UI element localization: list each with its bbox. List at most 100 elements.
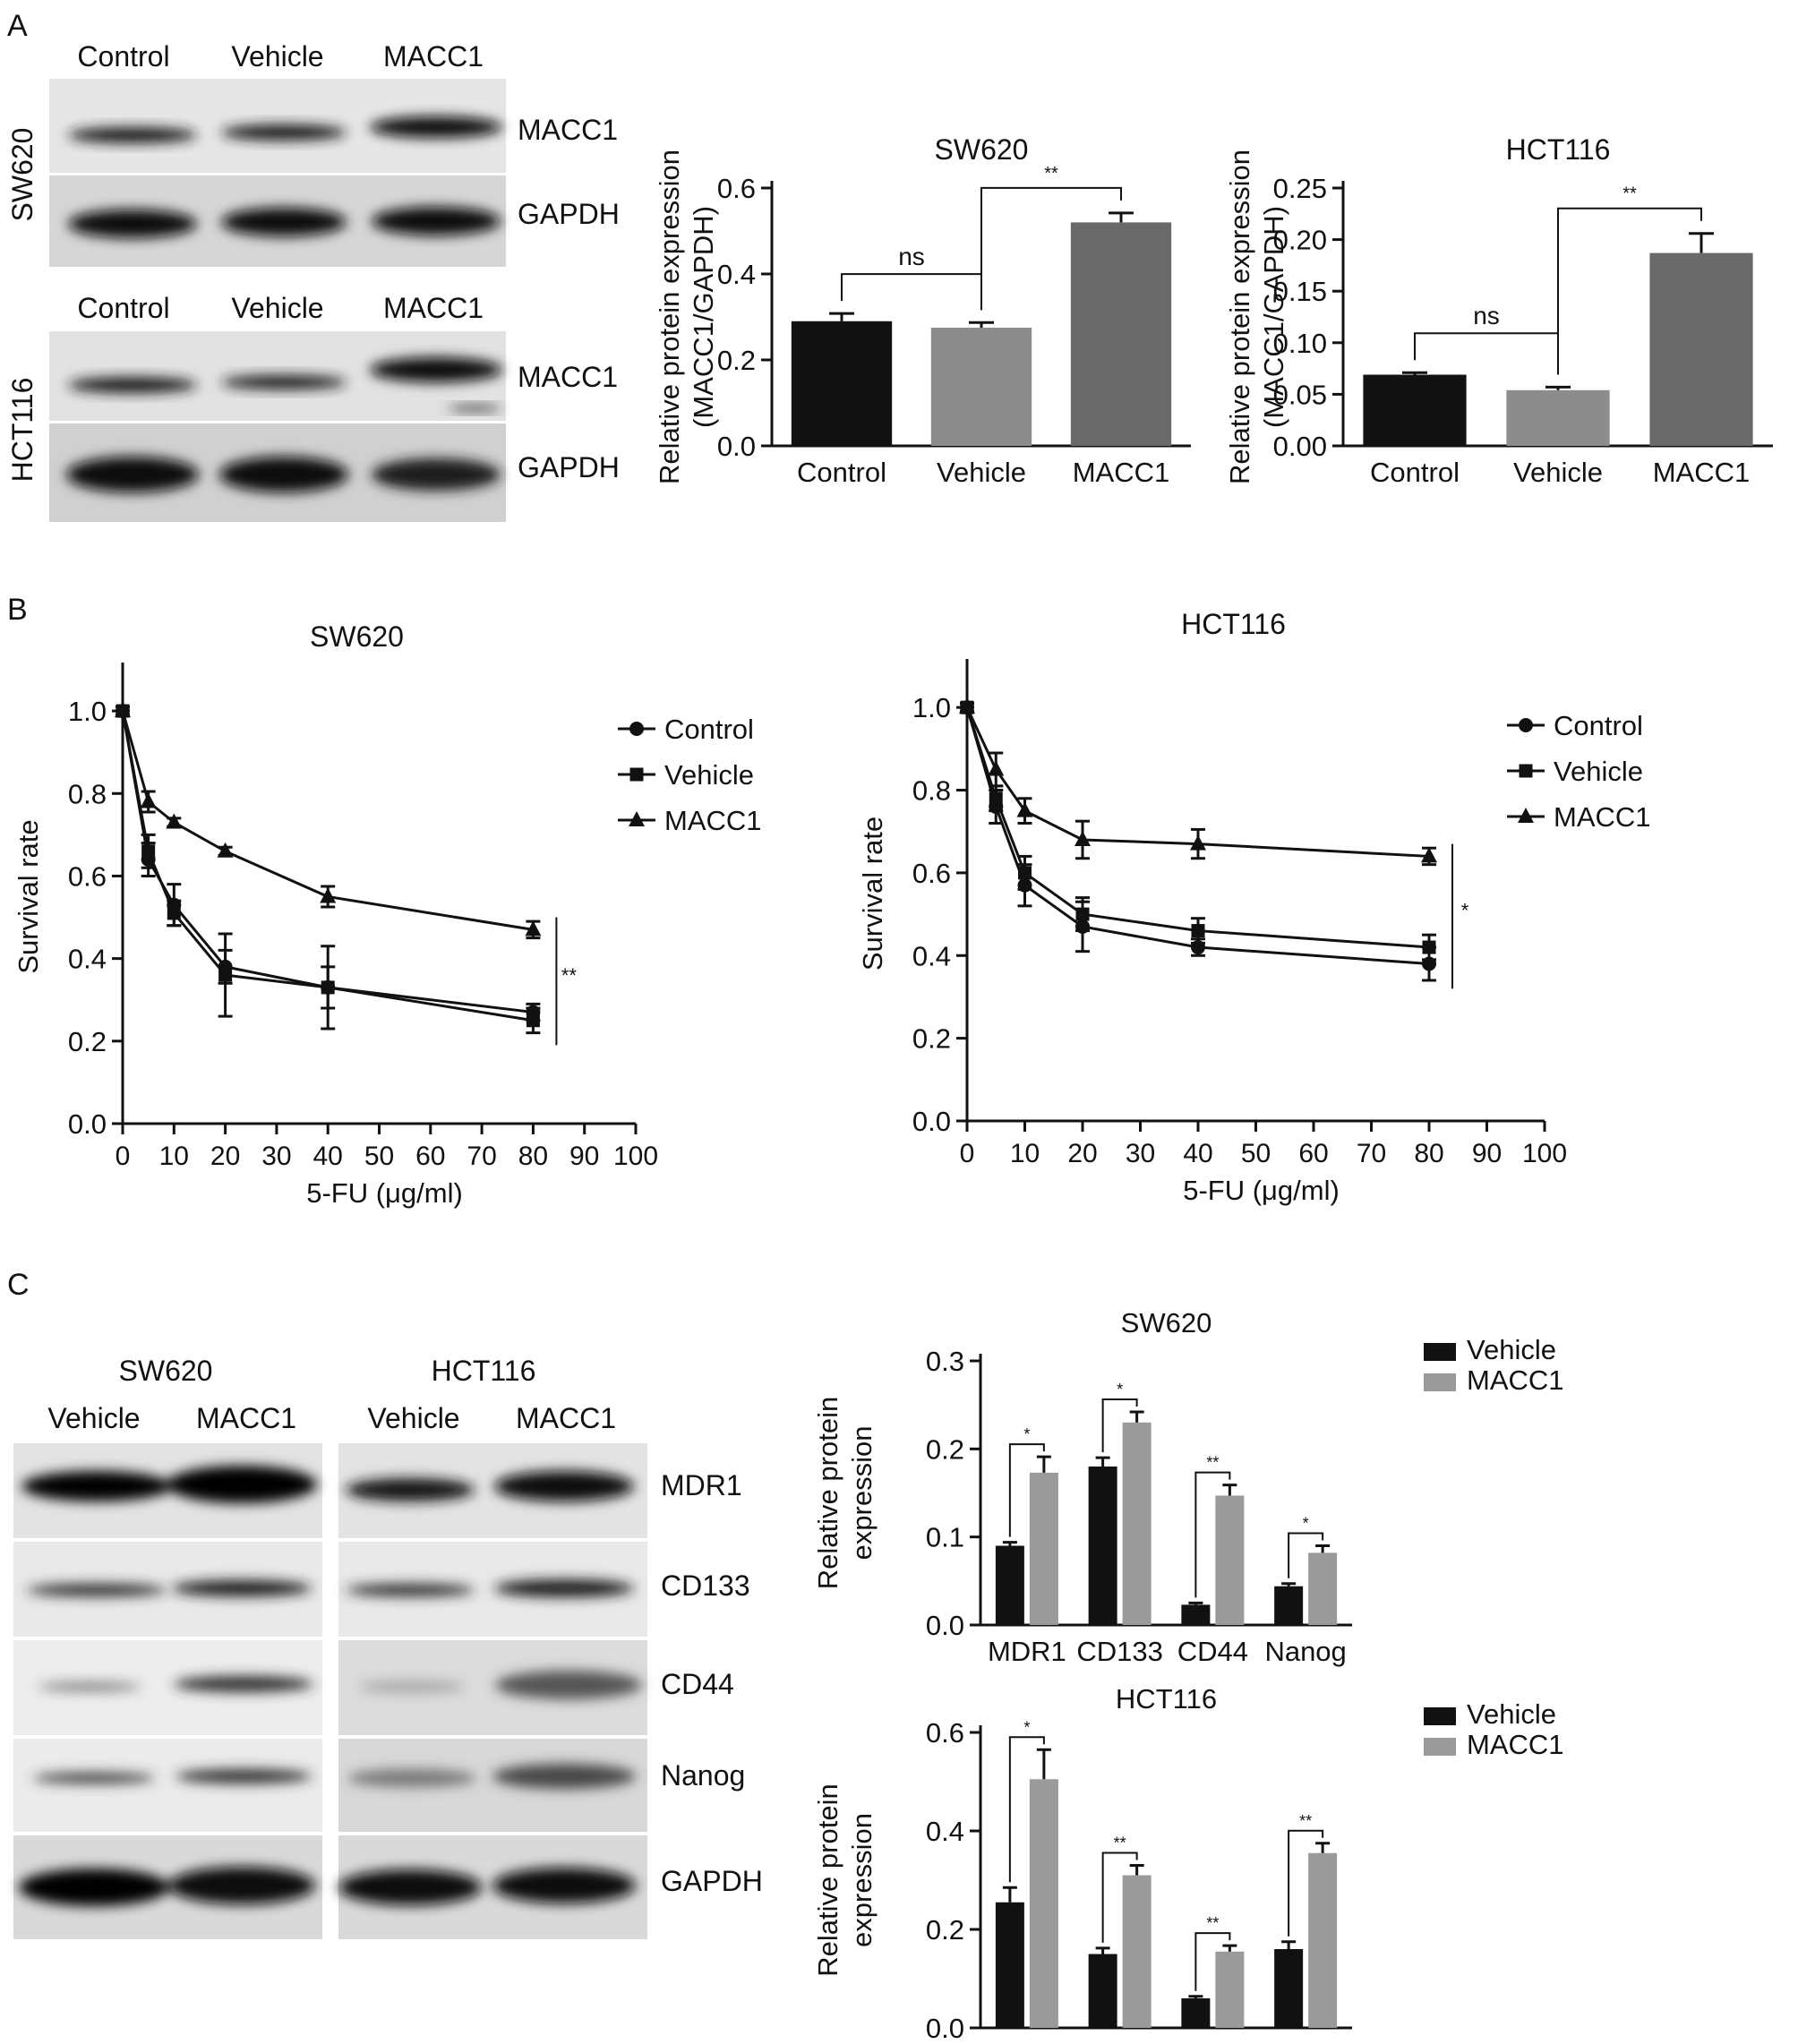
lane-label: MACC1 xyxy=(383,40,484,73)
significance-label: * xyxy=(1461,899,1469,921)
significance-bracket xyxy=(841,273,982,311)
blot-c: SW620 HCT116 Vehicle MACC1 Vehicle MACC1 xyxy=(13,1355,763,1939)
x-tick-label: CD44 xyxy=(1177,2039,1248,2044)
x-tick-label: 30 xyxy=(261,1142,291,1171)
band xyxy=(68,210,197,238)
y-tick-label: 0.4 xyxy=(912,940,951,971)
lane-label: MACC1 xyxy=(383,292,484,324)
band xyxy=(372,207,501,235)
legend-marker xyxy=(629,811,645,826)
data-point xyxy=(1075,907,1090,921)
bar xyxy=(1029,1779,1058,2028)
significance-bracket xyxy=(1288,1829,1324,1937)
x-tick-label: 90 xyxy=(1472,1139,1502,1168)
data-point xyxy=(989,791,1003,806)
bar xyxy=(1274,1949,1304,2028)
x-tick-label: 70 xyxy=(1357,1139,1386,1168)
x-tick-label: 100 xyxy=(1522,1139,1567,1168)
x-tick-label: 70 xyxy=(467,1142,496,1171)
significance-bracket xyxy=(980,186,1122,311)
lane-label: MACC1 xyxy=(196,1402,296,1434)
x-tick-label: MDR1 xyxy=(988,1636,1066,1667)
band xyxy=(370,357,502,382)
significance-bracket xyxy=(1101,1852,1138,1943)
cell-line-label: HCT116 xyxy=(6,378,39,483)
bar xyxy=(1363,374,1467,446)
protein-label: CD133 xyxy=(661,1569,750,1602)
x-tick-label: 50 xyxy=(1241,1139,1271,1168)
protein-label: GAPDH xyxy=(518,451,620,483)
y-tick-label: 0.4 xyxy=(926,1816,964,1847)
panel-letter-c: C xyxy=(7,1268,30,1302)
cell-line-label: SW620 xyxy=(6,128,39,222)
band xyxy=(372,458,501,491)
chart-b-hct116: HCT116 Survival rate 0.0 0.2 0.4 0.6 0.8 1.0 0 10… xyxy=(857,608,1651,1206)
data-point xyxy=(141,844,156,859)
x-tick-label: 10 xyxy=(159,1142,189,1171)
y-axis-label: expression xyxy=(846,1426,878,1561)
legend-marker xyxy=(629,767,644,782)
y-tick-label: 0.2 xyxy=(68,1026,107,1057)
chart-a-sw620: SW620 Relative protein expression (MACC1/G… xyxy=(654,133,1191,488)
series-line xyxy=(121,710,534,1022)
y-axis-label: expression xyxy=(846,1813,878,1947)
y-tick-label: 0.10 xyxy=(1273,328,1327,359)
protein-label: MDR1 xyxy=(661,1469,742,1501)
y-axis-label: (MACC1/GAPDH) xyxy=(688,206,719,428)
x-tick-label: CD133 xyxy=(1076,2039,1163,2044)
x-tick-label: 0 xyxy=(116,1142,131,1171)
data-point xyxy=(1191,924,1205,938)
band xyxy=(68,127,197,143)
y-tick-label: 0.4 xyxy=(717,259,756,290)
data-point xyxy=(1421,847,1437,863)
band xyxy=(68,377,197,393)
x-tick-label: MACC1 xyxy=(1653,457,1751,488)
chart-title: HCT116 xyxy=(1116,1683,1217,1715)
x-tick-label: Nanog xyxy=(1264,1636,1346,1667)
bar xyxy=(1088,1467,1117,1625)
y-tick-label: 0.2 xyxy=(717,345,756,376)
y-tick-label: 0.3 xyxy=(926,1346,964,1377)
legend-swatch xyxy=(1424,1738,1456,1756)
x-tick-label: MDR1 xyxy=(988,2039,1066,2044)
bar xyxy=(1506,389,1610,446)
significance-label: ns xyxy=(1473,302,1500,329)
bar xyxy=(1215,1951,1245,2028)
chart-c-sw620: SW620 Relative protein expression 0.0 0.1 0.2… xyxy=(812,1307,1564,1667)
x-tick-label: Nanog xyxy=(1264,2039,1346,2044)
x-tick-label: Control xyxy=(797,457,886,488)
y-tick-label: 0.0 xyxy=(912,1106,951,1137)
bar xyxy=(1122,1875,1152,2028)
bar xyxy=(995,1545,1024,1625)
data-point xyxy=(218,968,233,982)
protein-label: GAPDH xyxy=(661,1865,763,1897)
data-point xyxy=(320,887,337,903)
band xyxy=(219,457,348,492)
y-tick-label: 0.6 xyxy=(68,860,107,892)
bar xyxy=(1274,1586,1304,1625)
y-axis-label: Survival rate xyxy=(857,817,888,971)
data-point xyxy=(1075,830,1091,846)
lane-label: Vehicle xyxy=(231,40,323,73)
legend-label: MACC1 xyxy=(664,805,762,836)
bar xyxy=(791,321,893,446)
x-tick-label: 100 xyxy=(613,1142,658,1171)
significance-bracket xyxy=(1101,1398,1138,1453)
legend-label: Control xyxy=(664,714,754,745)
legend-marker xyxy=(629,722,644,736)
lane-label: Control xyxy=(77,40,169,73)
x-tick-label: 60 xyxy=(415,1142,445,1171)
significance-label: ns xyxy=(898,243,925,270)
x-tick-label: CD133 xyxy=(1076,1636,1163,1667)
y-tick-label: 0.1 xyxy=(926,1522,964,1553)
series-line xyxy=(965,706,1430,858)
significance-bracket xyxy=(1008,1736,1045,1883)
significance-bracket xyxy=(1194,1932,1231,1991)
significance-label: * xyxy=(1117,1381,1123,1398)
panel-letter-a: A xyxy=(7,9,28,43)
band xyxy=(370,116,502,138)
legend-swatch xyxy=(1424,1707,1456,1725)
chart-title: HCT116 xyxy=(1506,133,1611,166)
legend-label: Vehicle xyxy=(1467,1334,1556,1365)
significance-label: ** xyxy=(1299,1812,1312,1830)
